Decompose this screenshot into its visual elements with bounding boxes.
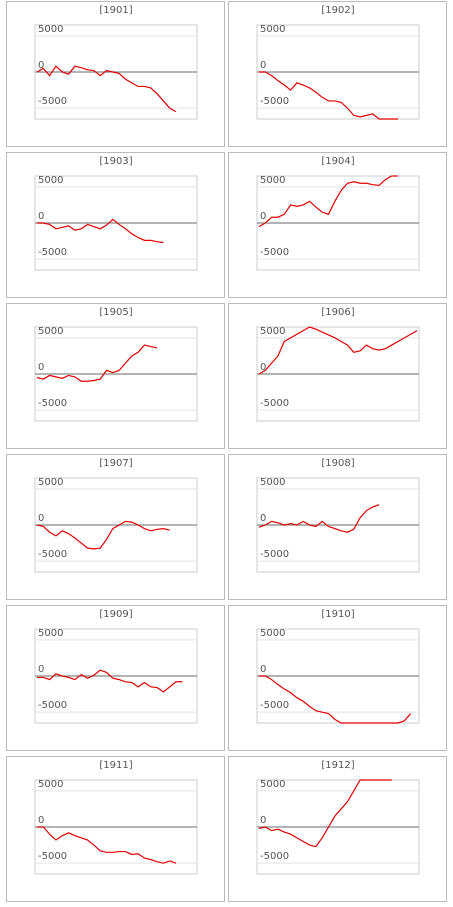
y-tick-label: 0 [260,211,266,222]
chart-title: [1908] [321,458,354,469]
y-tick-label: -5000 [260,398,289,409]
panel [228,152,447,298]
series-line [258,175,399,228]
panel [6,303,225,449]
y-tick-label: 0 [260,60,266,71]
panel [6,756,225,902]
y-tick-label: 5000 [38,175,63,186]
chart-title: [1906] [321,307,354,318]
y-tick-label: -5000 [38,247,67,258]
y-tick-label: -5000 [260,851,289,862]
y-tick-label: 0 [38,60,44,71]
series-line [37,669,183,693]
series-line [258,504,380,533]
y-tick-label: 0 [260,513,266,524]
y-tick-label: 5000 [260,24,285,35]
y-tick-label: 0 [38,664,44,675]
series-line [36,344,158,382]
series-line [37,218,164,244]
y-tick-label: 0 [38,211,44,222]
chart-title: [1909] [99,609,132,620]
series-line [259,675,412,724]
y-tick-label: 5000 [38,477,63,488]
y-tick-label: 5000 [38,628,63,639]
chart-title: [1903] [99,156,132,167]
series-line [258,779,392,848]
panel [228,756,447,902]
series-line [258,326,418,375]
y-tick-label: 5000 [260,175,285,186]
chart-title: [1901] [99,5,132,16]
chart-title: [1911] [99,760,132,771]
y-tick-label: 0 [260,362,266,373]
chart-title: [1902] [321,5,354,16]
y-tick-label: -5000 [38,851,67,862]
y-tick-label: -5000 [260,96,289,107]
chart-title: [1905] [99,307,132,318]
chart-title: [1910] [321,609,354,620]
panel [228,454,447,600]
y-tick-label: 0 [38,362,44,373]
panel [228,1,447,147]
series-line [259,71,399,120]
series-line [36,65,177,113]
y-tick-label: -5000 [38,549,67,560]
panel [228,303,447,449]
y-tick-label: -5000 [260,700,289,711]
y-tick-label: 5000 [260,477,285,488]
y-tick-label: -5000 [260,549,289,560]
y-tick-label: -5000 [38,398,67,409]
series-line [36,520,170,550]
y-tick-label: -5000 [38,700,67,711]
panel [228,605,447,751]
chart-title: [1907] [99,458,132,469]
y-tick-label: 0 [38,513,44,524]
panel [6,152,225,298]
y-tick-label: 5000 [260,326,285,337]
y-tick-label: -5000 [38,96,67,107]
y-tick-label: 0 [260,664,266,675]
y-tick-label: 0 [38,815,44,826]
panel [6,1,225,147]
y-tick-label: 5000 [260,628,285,639]
chart-title: [1912] [321,760,354,771]
y-tick-label: 5000 [38,24,63,35]
y-tick-label: -5000 [260,247,289,258]
chart-title: [1904] [321,156,354,167]
y-tick-label: 5000 [38,779,63,790]
y-tick-label: 5000 [38,326,63,337]
y-tick-label: 5000 [260,779,285,790]
y-tick-label: 0 [260,815,266,826]
series-line [37,826,177,864]
